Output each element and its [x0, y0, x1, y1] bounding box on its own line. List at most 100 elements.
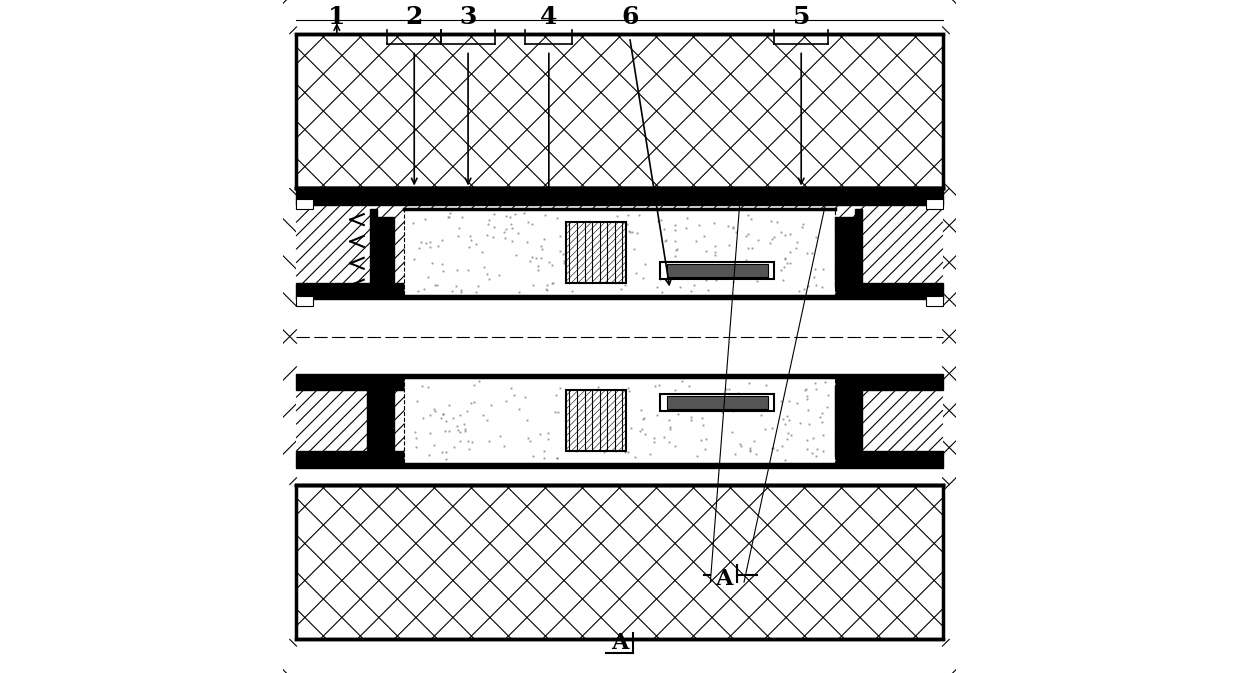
Point	[689, 219, 709, 230]
Point	[741, 445, 761, 456]
Point	[746, 448, 766, 459]
Point	[432, 409, 452, 419]
Point	[665, 236, 685, 246]
Point	[509, 286, 529, 297]
Point	[581, 235, 601, 246]
Point	[772, 395, 792, 406]
Point	[762, 423, 782, 433]
Point	[764, 231, 784, 242]
Point	[575, 408, 595, 419]
Point	[736, 254, 756, 265]
Point	[497, 223, 517, 234]
Point	[534, 234, 554, 245]
Point	[752, 396, 772, 406]
Point	[534, 452, 554, 463]
Point	[670, 281, 690, 292]
Point	[618, 446, 638, 457]
Point	[501, 218, 520, 229]
Point	[725, 449, 745, 460]
Point	[592, 400, 612, 411]
Point	[457, 406, 477, 417]
Point	[789, 285, 809, 296]
Point	[420, 427, 440, 438]
Point	[813, 408, 833, 419]
Point	[455, 425, 475, 436]
Point	[779, 396, 799, 406]
Point	[776, 254, 795, 264]
Point	[738, 229, 758, 240]
Point	[745, 390, 764, 401]
Point	[473, 262, 493, 273]
Point	[729, 268, 748, 279]
Point	[695, 444, 715, 454]
Point	[805, 264, 825, 275]
Point	[538, 428, 558, 439]
Point	[799, 418, 819, 429]
Point	[779, 415, 799, 426]
Point	[797, 248, 817, 258]
Point	[439, 211, 458, 222]
Bar	[835, 217, 855, 287]
Point	[776, 454, 795, 465]
Point	[795, 385, 815, 396]
Point	[810, 412, 830, 423]
Point	[631, 426, 650, 437]
Point	[418, 381, 437, 392]
Text: 1: 1	[328, 5, 346, 29]
Bar	[296, 374, 943, 390]
Point	[534, 446, 554, 457]
Point	[435, 425, 455, 436]
Point	[644, 437, 664, 448]
Point	[632, 423, 652, 434]
Point	[781, 429, 800, 440]
Point	[672, 376, 691, 387]
Point	[447, 264, 467, 275]
Point	[432, 235, 452, 246]
Bar	[404, 377, 835, 464]
Point	[484, 209, 504, 219]
Point	[813, 282, 833, 293]
Point	[477, 269, 497, 279]
Point	[517, 415, 536, 425]
Point	[591, 266, 611, 277]
Point	[760, 238, 779, 249]
Point	[434, 266, 453, 277]
Point	[793, 219, 813, 229]
Point	[447, 421, 467, 431]
Point	[719, 384, 738, 394]
Point	[693, 413, 712, 423]
Point	[450, 223, 470, 234]
Point	[813, 264, 833, 275]
Point	[818, 390, 838, 400]
Point	[461, 234, 481, 245]
Point	[615, 267, 634, 278]
Point	[767, 444, 787, 455]
Point	[449, 231, 468, 242]
Point	[743, 436, 763, 447]
Point	[405, 426, 425, 437]
Point	[696, 246, 716, 257]
Point	[616, 256, 636, 267]
Point	[461, 398, 481, 409]
Point	[684, 279, 704, 290]
Point	[569, 392, 589, 402]
Point	[451, 285, 471, 295]
Text: 4: 4	[540, 5, 558, 29]
Point	[731, 439, 751, 450]
Point	[761, 215, 781, 226]
Point	[738, 209, 758, 220]
Point	[652, 287, 672, 297]
Point	[560, 441, 580, 452]
Point	[644, 432, 664, 443]
Point	[535, 284, 555, 295]
Point	[681, 412, 701, 423]
Point	[636, 258, 655, 269]
Point	[660, 423, 680, 434]
Point	[460, 242, 479, 252]
Point	[452, 211, 472, 222]
Point	[668, 409, 688, 419]
Point	[663, 402, 683, 413]
Point	[722, 277, 742, 288]
Point	[585, 418, 605, 429]
Point	[618, 209, 638, 220]
